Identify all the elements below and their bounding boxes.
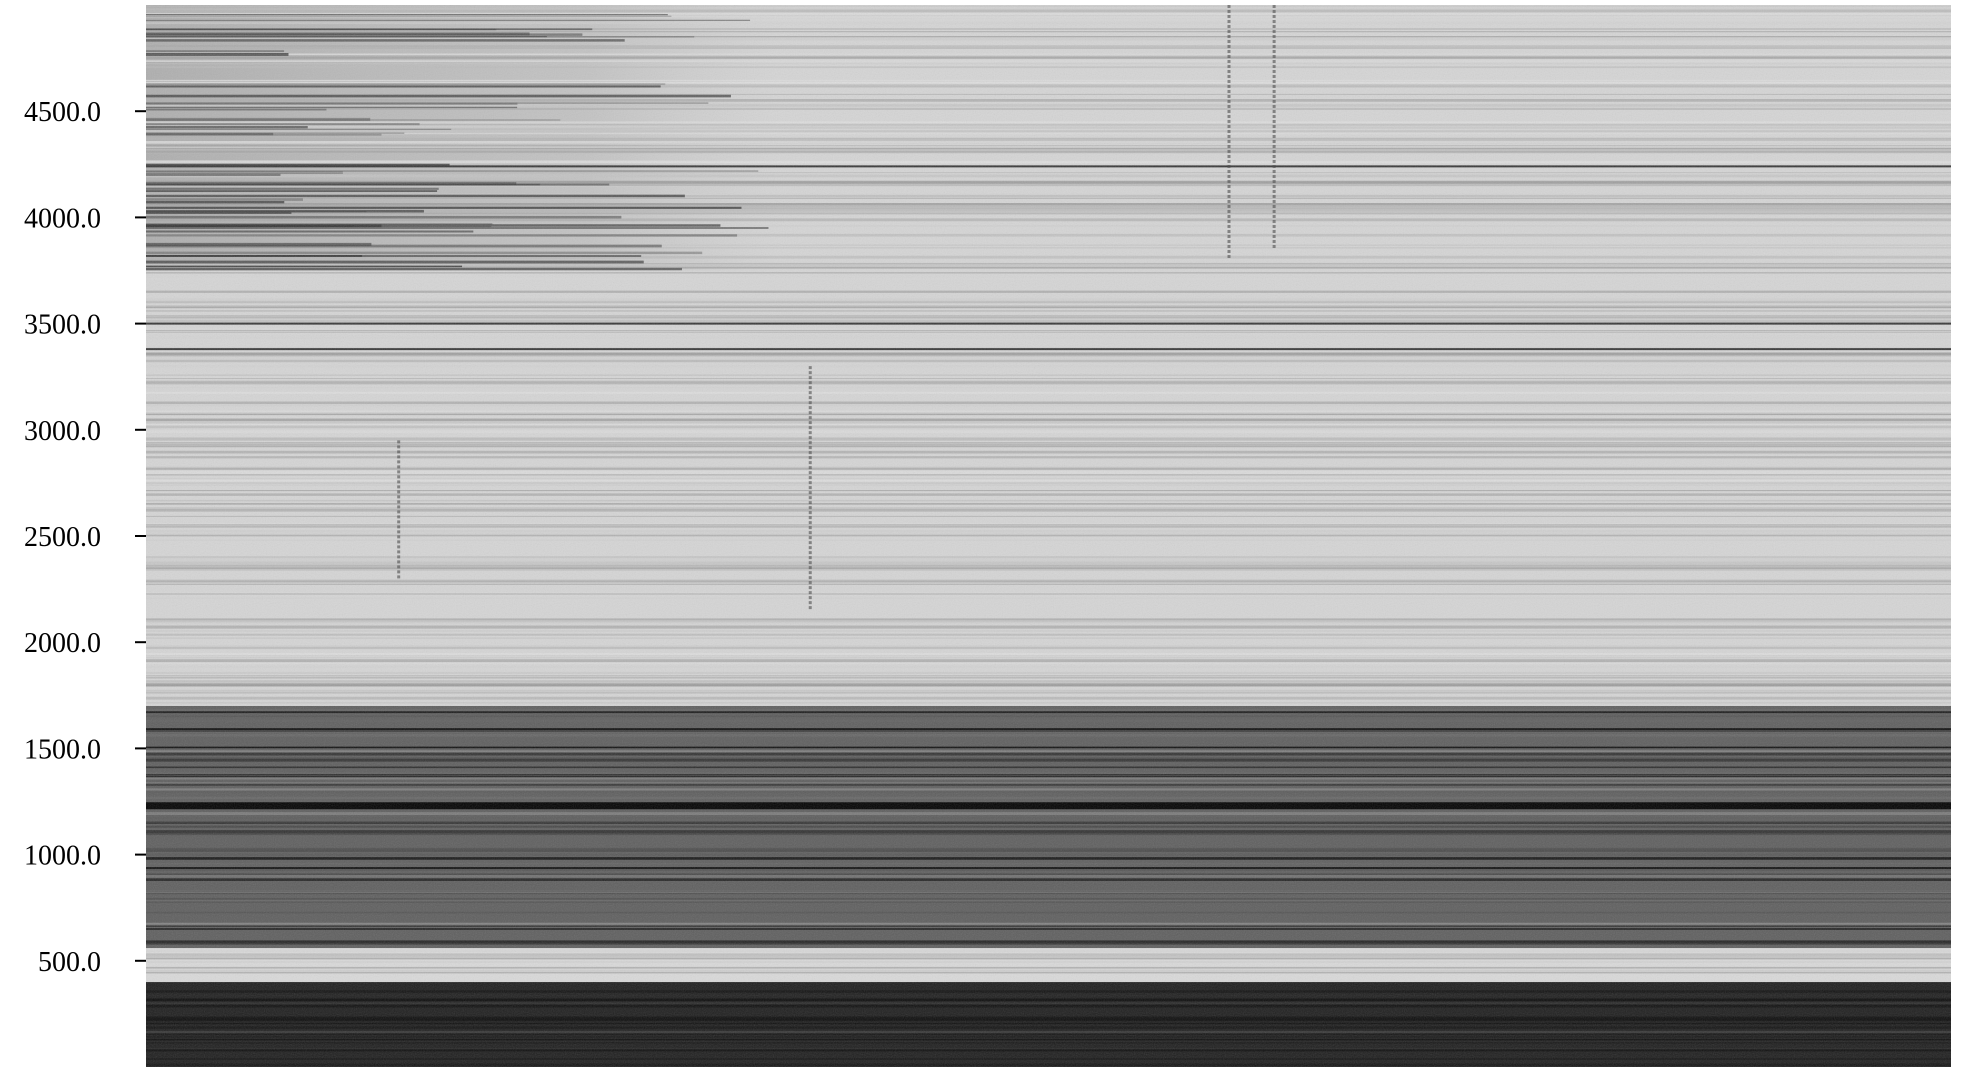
y-tick-label: 2500.0 [24, 522, 101, 553]
y-tick-label: 3500.0 [24, 310, 101, 341]
y-tick-label: 500.0 [38, 947, 101, 978]
y-tick-label: 1500.0 [24, 734, 101, 765]
y-tick-label: 1000.0 [24, 841, 101, 872]
y-axis: 500.0 1000.0 1500.0 2000.0 2500.0 3000.0 3500.… [24, 97, 146, 978]
noise-texture [146, 5, 1951, 1067]
y-tick-label: 3000.0 [24, 416, 101, 447]
y-tick-label: 4000.0 [24, 203, 101, 234]
y-tick-label: 2000.0 [24, 628, 101, 659]
y-tick-label: 4500.0 [24, 97, 101, 128]
plot-area [146, 5, 1951, 1067]
